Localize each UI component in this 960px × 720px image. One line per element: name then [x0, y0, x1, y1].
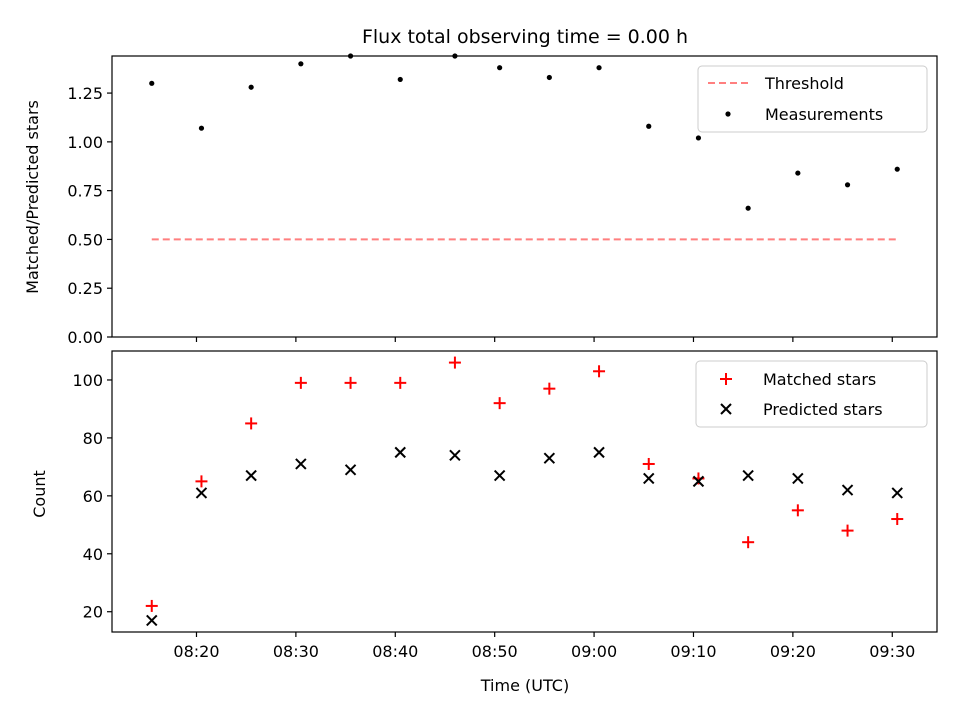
predicted-stars-point — [643, 472, 655, 485]
matched-stars-point — [493, 397, 506, 410]
x-tick-label: 09:20 — [770, 642, 816, 661]
ratio-y-tick-label: 1.00 — [67, 133, 103, 152]
count-y-tick-label: 40 — [83, 545, 103, 564]
measurement-point — [298, 61, 304, 67]
predicted-stars-point — [792, 472, 804, 485]
predicted-stars-point — [742, 469, 754, 482]
count-y-tick-label: 80 — [83, 429, 103, 448]
matched-stars-point — [791, 504, 804, 517]
chart-title: Flux total observing time = 0.00 h — [362, 26, 688, 48]
x-tick-label: 09:30 — [869, 642, 915, 661]
x-axis-label: Time (UTC) — [480, 676, 569, 695]
matched-stars-point — [742, 536, 755, 549]
matched-stars-point — [294, 376, 307, 389]
predicted-stars-point — [449, 449, 461, 461]
matched-stars-point — [394, 376, 407, 389]
measurement-point — [844, 182, 851, 188]
matched-stars-point — [891, 513, 904, 526]
legend-predicted-swatch — [720, 403, 732, 415]
matched-stars-point — [543, 382, 556, 395]
ratio-y-tick-label: 0.00 — [67, 328, 103, 347]
measurement-point — [745, 205, 751, 211]
measurement-point — [646, 123, 652, 129]
measurement-point — [497, 65, 503, 71]
x-tick-label: 08:30 — [273, 642, 319, 661]
predicted-stars-point — [543, 452, 556, 464]
measurement-point — [248, 84, 254, 90]
count-y-ticks: 20 40 60 80 100 — [72, 371, 112, 622]
measurement-point — [397, 76, 403, 83]
ratio-x-ticks — [195, 337, 893, 342]
measurement-point — [198, 125, 205, 131]
predicted-stars-point — [344, 464, 357, 476]
x-tick-label: 08:40 — [372, 642, 418, 661]
count-y-tick-label: 100 — [72, 371, 103, 390]
measurement-point — [795, 170, 801, 176]
count-legend: Matched stars Predicted stars — [695, 360, 928, 428]
count-x-ticks: 08:20 08:30 08:40 08:50 09:00 09:10 09:20 09:30 — [173, 632, 915, 661]
legend-matched-swatch — [720, 373, 732, 385]
matched-stars-point — [245, 417, 258, 430]
measurement-point — [894, 166, 900, 172]
legend-predicted-label: Predicted stars — [763, 400, 883, 419]
predicted-stars-point — [493, 469, 506, 482]
count-legend-box — [695, 360, 928, 428]
count-panel: 20 40 60 80 100 08:20 08:30 08:40 08:50 09:00 09:… — [30, 350, 938, 695]
count-y-tick-label: 60 — [83, 487, 103, 506]
predicted-stars-point — [146, 614, 158, 627]
matched-stars-point — [448, 356, 461, 369]
x-tick-label: 09:00 — [571, 642, 617, 661]
matched-stars-point — [195, 475, 208, 488]
ratio-legend-box — [697, 65, 928, 133]
count-marks — [145, 356, 904, 627]
predicted-stars-point — [394, 446, 406, 459]
predicted-stars-point — [891, 487, 903, 499]
predicted-stars-point — [692, 475, 705, 488]
ratio-y-tick-label: 0.25 — [67, 279, 103, 298]
predicted-stars-point — [593, 446, 605, 459]
ratio-legend: Threshold Measurements — [697, 65, 928, 133]
predicted-stars-point — [295, 458, 307, 470]
ratio-panel: 0.00 0.25 0.50 0.75 1.00 1.25 Matched/Predict… — [23, 53, 938, 347]
ratio-y-ticks: 0.00 0.25 0.50 0.75 1.00 1.25 — [67, 84, 112, 347]
count-y-axis-label: Count — [30, 470, 49, 518]
matched-stars-point — [841, 524, 854, 537]
legend-matched-label: Matched stars — [763, 370, 876, 389]
matched-stars-point — [344, 376, 357, 389]
predicted-stars-point — [841, 484, 854, 496]
predicted-stars-point — [195, 487, 208, 499]
measurement-point — [695, 135, 702, 141]
matched-stars-point — [145, 599, 158, 612]
predicted-stars-point — [245, 469, 257, 482]
ratio-y-tick-label: 0.50 — [67, 230, 103, 249]
measurement-point — [546, 74, 552, 81]
count-axes-frame — [111, 350, 938, 633]
matched-stars-point — [642, 457, 655, 470]
x-tick-label: 09:10 — [670, 642, 716, 661]
x-tick-label: 08:20 — [173, 642, 219, 661]
legend-measurements-label: Measurements — [765, 105, 883, 124]
x-tick-label: 08:50 — [472, 642, 518, 661]
measurement-point — [149, 80, 155, 86]
measurement-point — [596, 65, 602, 71]
count-y-tick-label: 20 — [83, 603, 103, 622]
legend-measurements-swatch — [725, 111, 731, 117]
ratio-y-axis-label: Matched/Predicted stars — [23, 100, 42, 294]
ratio-y-tick-label: 1.25 — [67, 84, 103, 103]
matched-stars-point — [593, 365, 606, 378]
ratio-y-tick-label: 0.75 — [67, 182, 103, 201]
legend-threshold-label: Threshold — [764, 74, 844, 93]
ratio-axes-frame — [111, 55, 938, 338]
